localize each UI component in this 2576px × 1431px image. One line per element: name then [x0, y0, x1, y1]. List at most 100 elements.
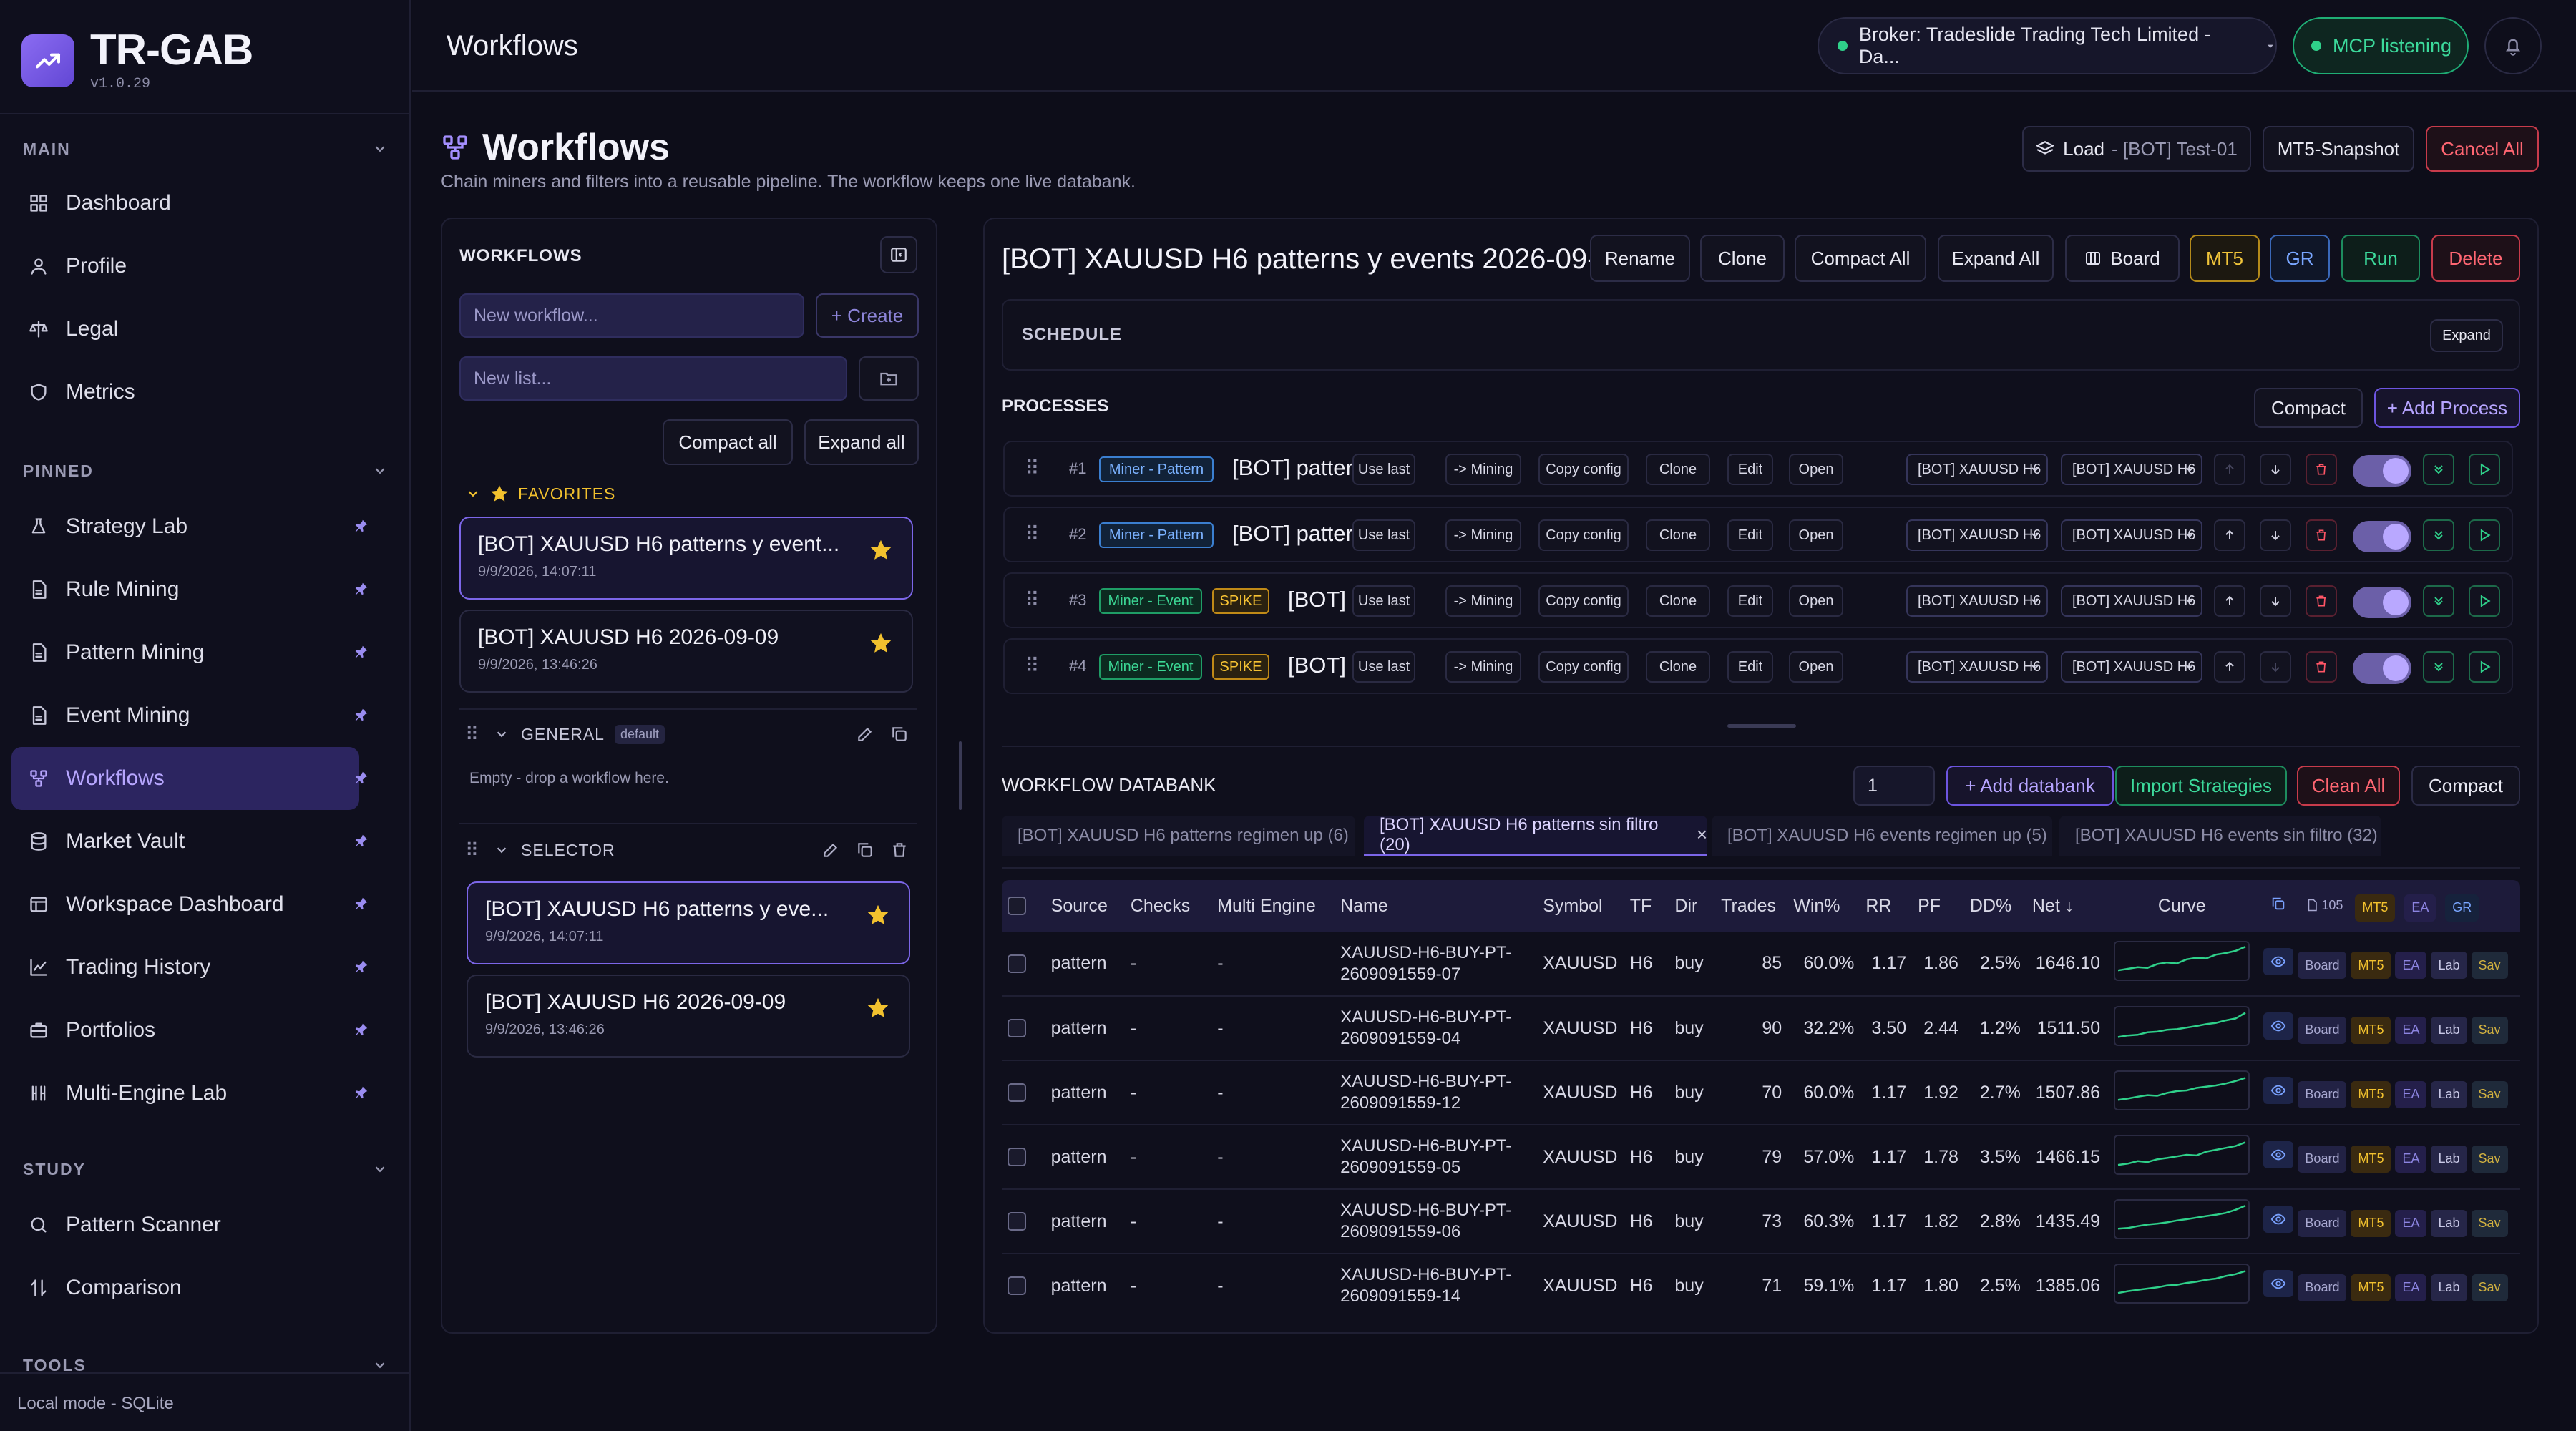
- column-header[interactable]: Checks: [1124, 880, 1212, 932]
- compact-processes-button[interactable]: Compact: [2254, 388, 2363, 428]
- enabled-toggle[interactable]: [2353, 521, 2411, 552]
- column-header[interactable]: Name: [1335, 880, 1538, 932]
- pin-icon[interactable]: [353, 959, 369, 975]
- clone-button[interactable]: Clone: [1646, 651, 1710, 683]
- column-header[interactable]: Curve: [2106, 880, 2258, 932]
- row-mt5-button[interactable]: MT5: [2351, 1016, 2391, 1044]
- row-board-button[interactable]: Board: [2298, 1145, 2347, 1173]
- arrow-down-icon[interactable]: [2260, 519, 2291, 551]
- pin-icon[interactable]: [353, 518, 369, 534]
- use-last-button[interactable]: Use last: [1352, 651, 1415, 683]
- row-lab-button[interactable]: Lab: [2431, 1274, 2467, 1301]
- databank-tab[interactable]: [BOT] XAUUSD H6 patterns regimen up (6): [1002, 816, 1355, 856]
- clean-all-button[interactable]: Clean All: [2297, 766, 2400, 806]
- copy-config-button[interactable]: Copy config: [1538, 454, 1629, 485]
- input-databank-select[interactable]: [BOT] XAUUSD H6: [1906, 454, 2048, 485]
- trash-icon[interactable]: [2306, 585, 2337, 617]
- copy-icon[interactable]: [2263, 890, 2293, 917]
- databank-tab[interactable]: [BOT] XAUUSD H6 events regimen up (5): [1712, 816, 2052, 856]
- play-icon[interactable]: [2469, 585, 2500, 617]
- column-header[interactable]: Source: [1045, 880, 1125, 932]
- gr-button[interactable]: GR: [2270, 235, 2330, 282]
- arrow-down-icon[interactable]: [2260, 651, 2291, 683]
- compact-all-lists-button[interactable]: Compact all: [663, 419, 793, 465]
- use-last-button[interactable]: Use last: [1352, 454, 1415, 485]
- compact-databank-button[interactable]: Compact: [2411, 766, 2520, 806]
- edit-button[interactable]: Edit: [1727, 519, 1773, 551]
- sidebar-item-legal[interactable]: Legal: [11, 298, 359, 361]
- mcp-status[interactable]: MCP listening: [2293, 17, 2469, 74]
- star-icon[interactable]: [866, 996, 890, 1020]
- use-last-button[interactable]: Use last: [1352, 585, 1415, 617]
- column-header[interactable]: Dir: [1669, 880, 1716, 932]
- sidebar-item-pattern-mining[interactable]: Pattern Mining: [11, 621, 368, 684]
- add-databank-button[interactable]: + Add databank: [1946, 766, 2114, 806]
- board-button[interactable]: Board: [2065, 235, 2180, 282]
- play-icon[interactable]: [2469, 651, 2500, 683]
- edit-button[interactable]: Edit: [1727, 585, 1773, 617]
- output-databank-select[interactable]: [BOT] XAUUSD H6: [2061, 519, 2202, 551]
- schedule-expand-button[interactable]: Expand: [2430, 319, 2503, 352]
- table-row[interactable]: pattern - - XAUUSD-H6-BUY-PT- 2609091559-04 X…: [1002, 996, 2520, 1061]
- trash-icon[interactable]: [2306, 519, 2337, 551]
- new-folder-icon[interactable]: [859, 356, 919, 401]
- sidebar-item-trading-history[interactable]: Trading History: [11, 936, 368, 999]
- clone-button[interactable]: Clone: [1646, 585, 1710, 617]
- workflow-card[interactable]: [BOT] XAUUSD H6 2026-09-09 9/9/2026, 13:4…: [459, 610, 913, 693]
- general-group-header[interactable]: ⠿ GENERAL default: [465, 718, 916, 750]
- cancel-all-button[interactable]: Cancel All: [2426, 126, 2539, 172]
- row-checkbox[interactable]: [1008, 1276, 1026, 1295]
- row-save-button[interactable]: Sav: [2471, 952, 2508, 980]
- gr-all-button[interactable]: GR: [2445, 894, 2479, 922]
- workflow-card[interactable]: [BOT] XAUUSD H6 patterns y eve... 9/9/202…: [467, 881, 910, 964]
- sidebar-item-workspace-dashboard[interactable]: Workspace Dashboard: [11, 873, 368, 936]
- edit-button[interactable]: Edit: [1727, 454, 1773, 485]
- output-databank-select[interactable]: [BOT] XAUUSD H6: [2061, 454, 2202, 485]
- arrow-down-icon[interactable]: [2260, 585, 2291, 617]
- pin-icon[interactable]: [353, 1022, 369, 1037]
- column-header[interactable]: Win%: [1787, 880, 1860, 932]
- input-databank-select[interactable]: [BOT] XAUUSD H6: [1906, 651, 2048, 683]
- load-workflow-button[interactable]: Load - [BOT] Test-01: [2022, 126, 2251, 172]
- open-button[interactable]: Open: [1789, 454, 1843, 485]
- sidebar-item-strategy-lab[interactable]: Strategy Lab: [11, 495, 368, 558]
- equity-curve[interactable]: [2114, 1198, 2250, 1239]
- row-lab-button[interactable]: Lab: [2431, 1016, 2467, 1044]
- row-save-button[interactable]: Sav: [2471, 1274, 2508, 1301]
- open-button[interactable]: Open: [1789, 651, 1843, 683]
- sidebar-section-main[interactable]: MAIN: [23, 135, 388, 163]
- sidebar-section-pinned[interactable]: PINNED: [23, 456, 388, 485]
- section-resize-handle[interactable]: [1727, 724, 1796, 728]
- row-save-button[interactable]: Sav: [2471, 1209, 2508, 1237]
- drag-handle-icon[interactable]: ⠿: [1025, 457, 1040, 479]
- column-header[interactable]: PF: [1912, 880, 1964, 932]
- sidebar-item-metrics[interactable]: Metrics: [11, 361, 359, 424]
- arrow-up-icon[interactable]: [2214, 651, 2245, 683]
- broker-selector[interactable]: Broker: Tradeslide Trading Tech Limited …: [1818, 17, 2277, 74]
- pin-icon[interactable]: [353, 644, 369, 660]
- star-icon[interactable]: [869, 631, 893, 655]
- copy-config-button[interactable]: Copy config: [1538, 651, 1629, 683]
- row-board-button[interactable]: Board: [2298, 1274, 2347, 1301]
- column-header[interactable]: TF: [1624, 880, 1669, 932]
- column-header[interactable]: DD%: [1963, 880, 2026, 932]
- row-board-button[interactable]: Board: [2298, 1209, 2347, 1237]
- row-checkbox[interactable]: [1008, 1212, 1026, 1231]
- copy-config-button[interactable]: Copy config: [1538, 519, 1629, 551]
- brand[interactable]: TR-GAB v1.0.29: [21, 29, 253, 92]
- column-header[interactable]: Symbol: [1537, 880, 1624, 932]
- output-databank-select[interactable]: [BOT] XAUUSD H6: [2061, 651, 2202, 683]
- edit-button[interactable]: Edit: [1727, 651, 1773, 683]
- row-checkbox[interactable]: [1008, 1083, 1026, 1102]
- star-icon[interactable]: [866, 903, 890, 927]
- sidebar-item-rule-mining[interactable]: Rule Mining: [11, 558, 368, 621]
- play-icon[interactable]: [2469, 519, 2500, 551]
- sidebar-item-workflows[interactable]: Workflows: [11, 747, 368, 810]
- enabled-toggle[interactable]: [2353, 587, 2411, 618]
- input-databank-select[interactable]: [BOT] XAUUSD H6: [1906, 585, 2048, 617]
- row-checkbox[interactable]: [1008, 954, 1026, 973]
- input-databank-select[interactable]: [BOT] XAUUSD H6: [1906, 519, 2048, 551]
- mining-button[interactable]: -> Mining: [1445, 454, 1521, 485]
- row-ea-button[interactable]: EA: [2395, 1080, 2427, 1108]
- delete-button[interactable]: Delete: [2431, 235, 2520, 282]
